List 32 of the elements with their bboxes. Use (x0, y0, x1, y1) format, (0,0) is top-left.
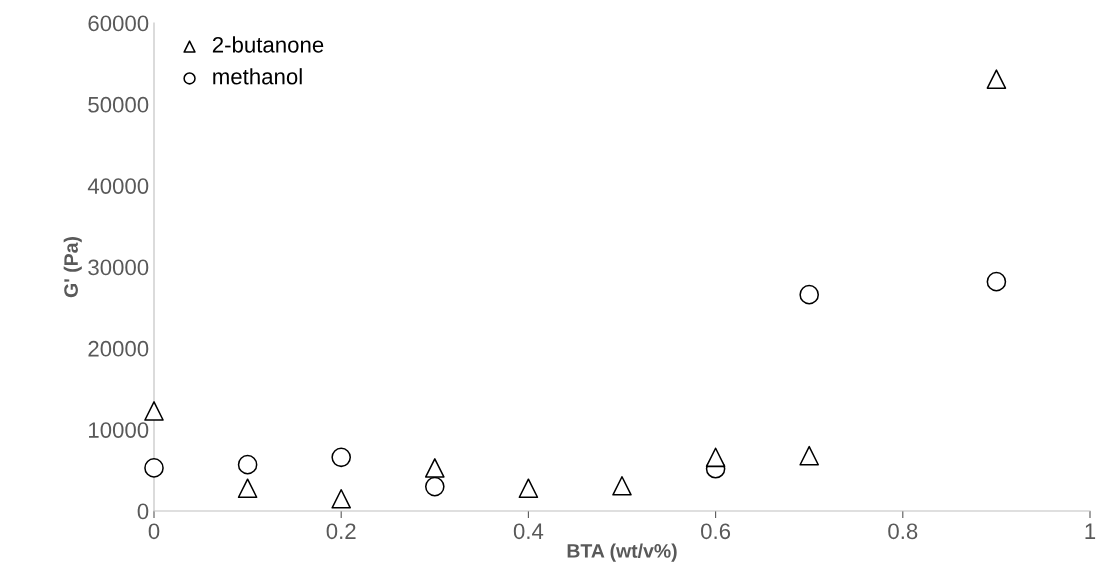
point (705, 447, 726, 468)
point (144, 401, 164, 421)
point (424, 458, 445, 478)
y-tick-label: 10000 (89, 422, 149, 438)
legend-label: methanol (213, 68, 302, 85)
x-axis-title: BTA (wt/v%) (567, 543, 677, 562)
y-tick-label: 20000 (88, 340, 149, 357)
x-tick-label: 0.6 (701, 523, 731, 540)
x-tick-label: 0.4 (513, 523, 544, 540)
legend-label: 2-butanone (212, 36, 324, 53)
point (331, 447, 352, 468)
point (144, 458, 164, 478)
y-axis-title: G' (Pa) (63, 237, 82, 298)
y-tick-label: 40000 (87, 178, 149, 194)
x-tick-label: 1 (1085, 523, 1096, 539)
point (518, 478, 539, 499)
point (986, 69, 1007, 89)
x-tick-label: 0.2 (326, 523, 356, 540)
point (237, 454, 258, 475)
point (424, 476, 445, 497)
y-tick-label: 60000 (88, 15, 149, 32)
point (612, 475, 632, 496)
x-tick-label: 0 (148, 523, 160, 540)
y-tick-label: 50000 (88, 96, 149, 113)
x-tick-label: 0.8 (888, 523, 918, 540)
point (331, 488, 352, 509)
point (986, 271, 1007, 292)
y-tick-label: 0 (137, 503, 149, 520)
y-tick-label: 30000 (88, 259, 149, 276)
point (799, 445, 820, 466)
point (237, 478, 258, 499)
point (799, 284, 820, 305)
